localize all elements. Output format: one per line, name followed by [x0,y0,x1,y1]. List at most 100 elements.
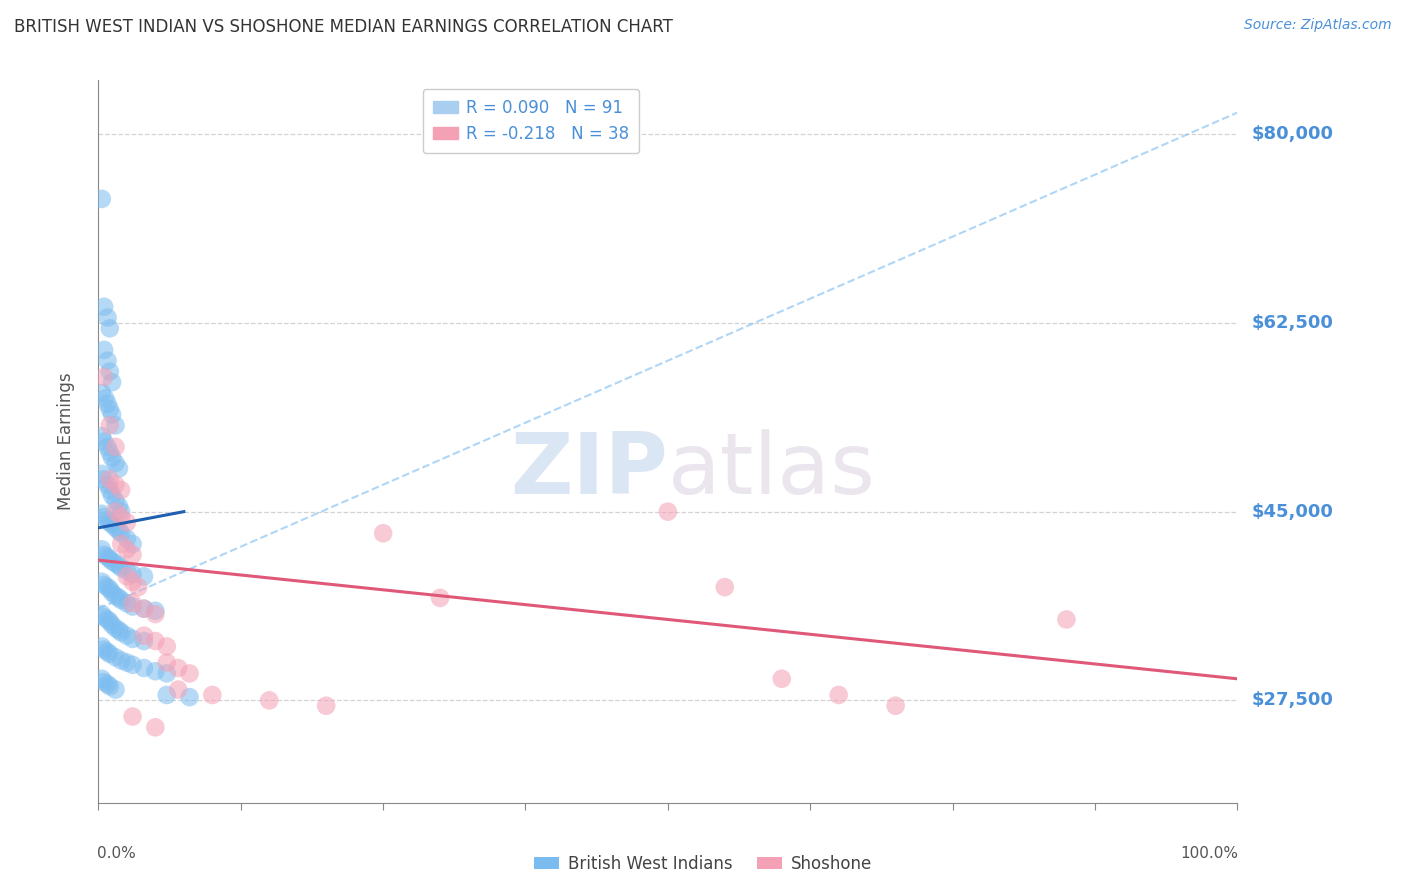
Point [115,596,138,610]
Point [104,589,127,603]
Point [110,593,132,607]
Point [108,624,131,638]
Point [96,549,118,564]
Point [98,483,121,497]
Point [179,666,201,681]
Point [96,645,118,659]
Text: 0.0%: 0.0% [97,847,136,861]
Point [145,665,167,679]
Point [90,386,112,401]
Point [96,353,118,368]
Point [96,310,118,325]
Text: $62,500: $62,500 [1251,314,1333,332]
Point [104,650,127,665]
Point [101,376,124,390]
Point [115,629,138,643]
Point [110,526,132,541]
Point [121,574,143,589]
Point [104,621,127,635]
Point [259,693,281,707]
Point [145,634,167,648]
Point [101,517,124,532]
Point [121,599,143,614]
Point [108,591,131,605]
Point [104,521,127,535]
Point [90,542,112,557]
Text: Source: ZipAtlas.com: Source: ZipAtlas.com [1244,18,1392,32]
Point [371,526,394,541]
Point [98,321,121,335]
Point [110,560,132,574]
Point [110,653,132,667]
Text: ZIP: ZIP [510,429,668,512]
Point [115,564,138,578]
Point [132,634,155,648]
Point [121,567,143,582]
Point [90,429,112,443]
Point [127,580,149,594]
Point [96,677,118,691]
Point [93,434,115,449]
Point [179,690,201,705]
Point [98,445,121,459]
Point [98,364,121,378]
Point [714,580,737,594]
Point [110,537,132,551]
Text: $27,500: $27,500 [1251,691,1333,709]
Text: 100.0%: 100.0% [1181,847,1239,861]
Point [101,408,124,422]
Point [98,647,121,661]
Point [98,552,121,566]
Point [96,612,118,626]
Point [101,450,124,465]
Point [121,596,143,610]
Point [132,629,155,643]
Point [104,440,127,454]
Point [104,418,127,433]
Point [132,661,155,675]
Point [108,524,131,538]
Point [115,532,138,546]
Point [98,402,121,417]
Point [108,500,131,514]
Point [121,657,143,672]
Point [98,472,121,486]
Point [132,601,155,615]
Point [96,397,118,411]
Point [98,516,121,530]
Point [429,591,451,605]
Point [93,369,115,384]
Point [96,580,118,594]
Point [770,672,793,686]
Point [90,467,112,481]
Point [93,675,115,690]
Point [90,507,112,521]
Text: atlas: atlas [668,429,876,512]
Text: $45,000: $45,000 [1251,502,1333,521]
Point [110,483,132,497]
Point [90,192,112,206]
Point [98,615,121,629]
Point [145,607,167,621]
Point [828,688,851,702]
Point [96,440,118,454]
Point [90,672,112,686]
Point [108,461,131,475]
Point [657,505,679,519]
Point [93,642,115,657]
Point [167,661,190,675]
Point [93,610,115,624]
Point [98,679,121,693]
Point [145,604,167,618]
Point [93,472,115,486]
Point [98,582,121,597]
Point [121,709,143,723]
Text: $80,000: $80,000 [1251,125,1333,144]
Point [104,682,127,697]
Point [93,343,115,357]
Point [884,698,907,713]
Point [115,569,138,583]
Point [132,569,155,583]
Point [104,505,127,519]
Point [201,688,224,702]
